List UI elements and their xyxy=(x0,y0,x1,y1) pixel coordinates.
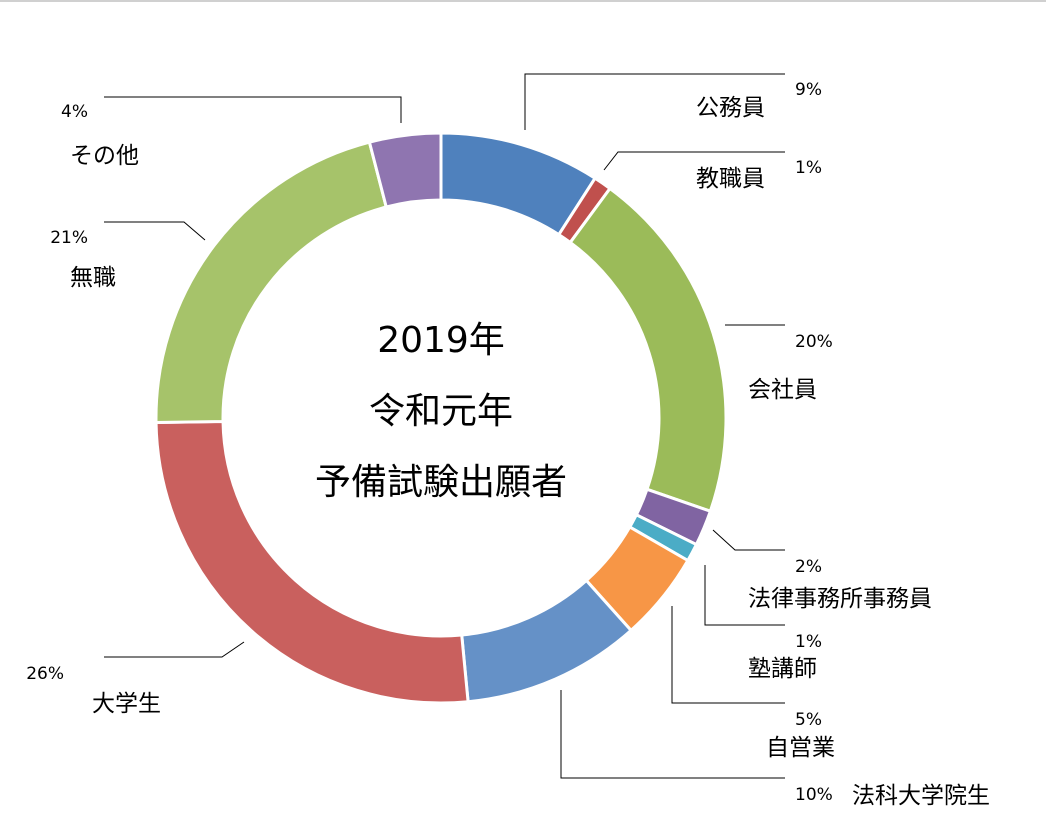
top-divider xyxy=(0,0,1046,2)
leader-line-6 xyxy=(560,690,785,779)
slices-group xyxy=(154,131,728,705)
slice-9 xyxy=(367,131,443,209)
slice-percent-label-4: 1% xyxy=(795,632,822,652)
center-title-line-2: 令和元年 xyxy=(369,391,513,432)
slice-category-label-6: 法科大学院生 xyxy=(852,783,990,809)
center-title: 2019年 令和元年 予備試験出願者 xyxy=(315,320,567,503)
slice-category-label-0: 公務員 xyxy=(696,95,765,121)
slice-percent-label-8: 21% xyxy=(50,228,88,248)
slice-percent-label-3: 2% xyxy=(795,557,822,577)
leader-line-7 xyxy=(104,641,245,658)
slice-8 xyxy=(154,140,389,425)
slice-2 xyxy=(568,186,728,514)
leader-line-8 xyxy=(104,221,206,241)
slice-category-label-1: 教職員 xyxy=(696,166,765,192)
slice-percent-label-1: 1% xyxy=(795,158,822,178)
leader-line-5 xyxy=(671,606,785,704)
leader-lines-group xyxy=(104,73,785,779)
slice-category-label-7: 大学生 xyxy=(92,691,161,717)
slice-percent-label-9: 4% xyxy=(61,102,88,122)
leader-line-3 xyxy=(712,529,785,551)
center-title-line-1: 2019年 xyxy=(377,320,505,361)
center-title-line-3: 予備試験出願者 xyxy=(315,462,567,503)
leader-line-1 xyxy=(603,151,785,171)
leader-line-4 xyxy=(704,565,785,626)
slice-category-label-2: 会社員 xyxy=(748,377,817,403)
slice-percent-label-6: 10% xyxy=(795,785,833,805)
slice-category-label-4: 塾講師 xyxy=(748,656,817,682)
slice-percent-label-0: 9% xyxy=(795,80,822,100)
slice-percent-label-2: 20% xyxy=(795,332,833,352)
slice-percent-label-7: 26% xyxy=(26,664,64,684)
leader-line-9 xyxy=(104,96,402,123)
slice-category-label-8: 無職 xyxy=(70,265,116,291)
leader-line-0 xyxy=(524,73,785,130)
slice-category-label-9: その他 xyxy=(70,143,139,169)
slice-category-label-5: 自営業 xyxy=(766,735,835,761)
labels-group: 9% 公務員 1% 教職員 20% 会社員 2% 法律事務所事務員 1% 塾講師 5% 自営業 10% 法… xyxy=(26,80,990,809)
slice-category-label-3: 法律事務所事務員 xyxy=(748,586,932,612)
slice-percent-label-5: 5% xyxy=(795,710,822,730)
